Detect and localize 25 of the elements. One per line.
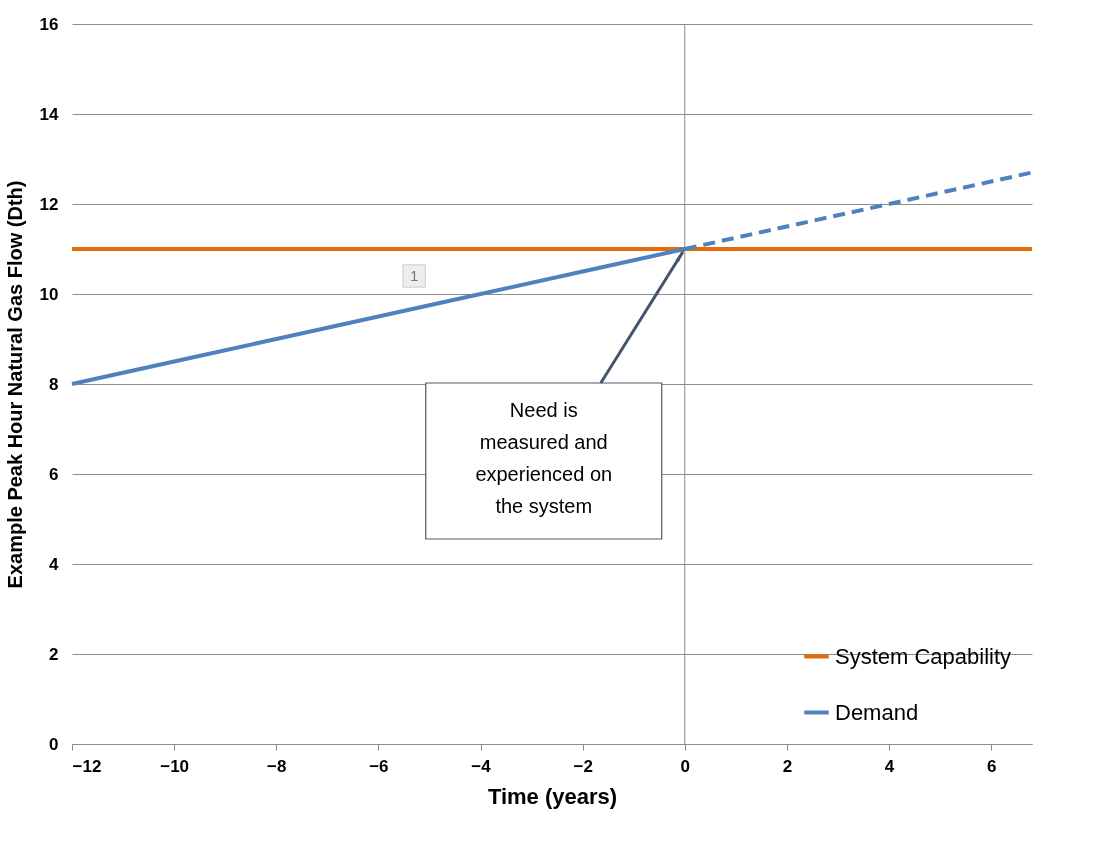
x-tick-label: 0: [680, 756, 690, 776]
y-tick-label: 12: [39, 194, 59, 214]
x-tick-label: 6: [986, 756, 997, 776]
y-axis-title: Example Peak Hour Natural Gas Flow (Dth): [3, 180, 26, 589]
x-tick-label: −8: [267, 756, 287, 776]
x-tick-label: 2: [782, 756, 793, 776]
y-tick-label: 6: [49, 464, 59, 484]
x-tick-label: −2: [573, 756, 593, 776]
y-tick-label: 4: [49, 554, 60, 574]
annotation: 1: [409, 267, 419, 284]
y-tick-label: 10: [39, 284, 59, 304]
x-tick-label: 4: [884, 756, 895, 776]
y-tick-label: 0: [49, 734, 59, 754]
annotation: Need is measured and experienced on the system: [475, 399, 613, 517]
y-tick-label: 2: [49, 644, 59, 664]
x-tick-label: −12: [72, 756, 102, 776]
legend-label: System Capability: [835, 643, 1012, 669]
x-tick-label: −4: [471, 756, 492, 776]
legend-label: Demand: [835, 699, 919, 725]
y-tick-label: 8: [49, 374, 59, 394]
y-tick-label: 16: [39, 14, 59, 34]
y-tick-label: 14: [39, 104, 60, 124]
x-axis-title: Time (years): [487, 783, 618, 809]
x-tick-label: −6: [369, 756, 389, 776]
x-tick-label: −10: [160, 756, 190, 776]
